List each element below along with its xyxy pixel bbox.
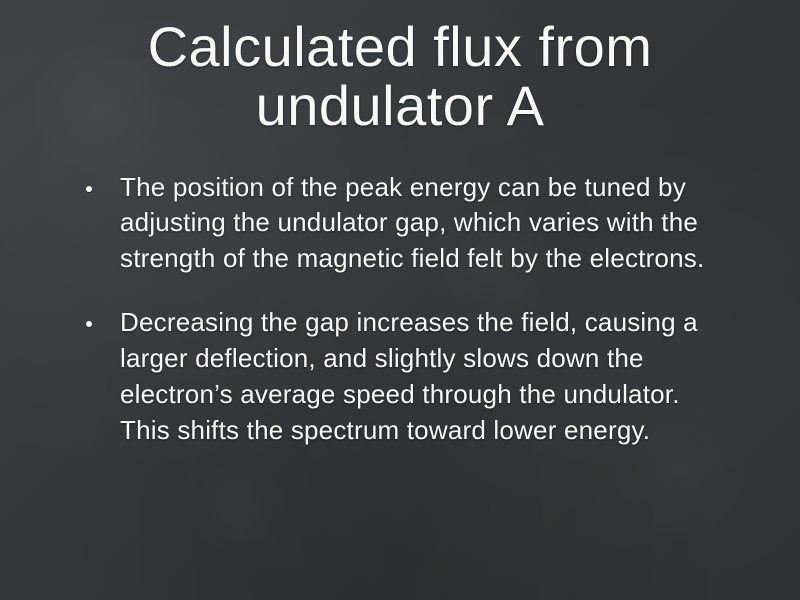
- slide-title: Calculated flux from undulator A: [40, 18, 760, 136]
- bullet-text: Decreasing the gap increases the field, …: [120, 307, 698, 445]
- list-item: Decreasing the gap increases the field, …: [82, 305, 734, 449]
- list-item: The position of the peak energy can be t…: [82, 170, 734, 278]
- slide: Calculated flux from undulator A The pos…: [0, 0, 800, 600]
- bullet-text: The position of the peak energy can be t…: [120, 172, 704, 274]
- bullet-list: The position of the peak energy can be t…: [40, 170, 760, 449]
